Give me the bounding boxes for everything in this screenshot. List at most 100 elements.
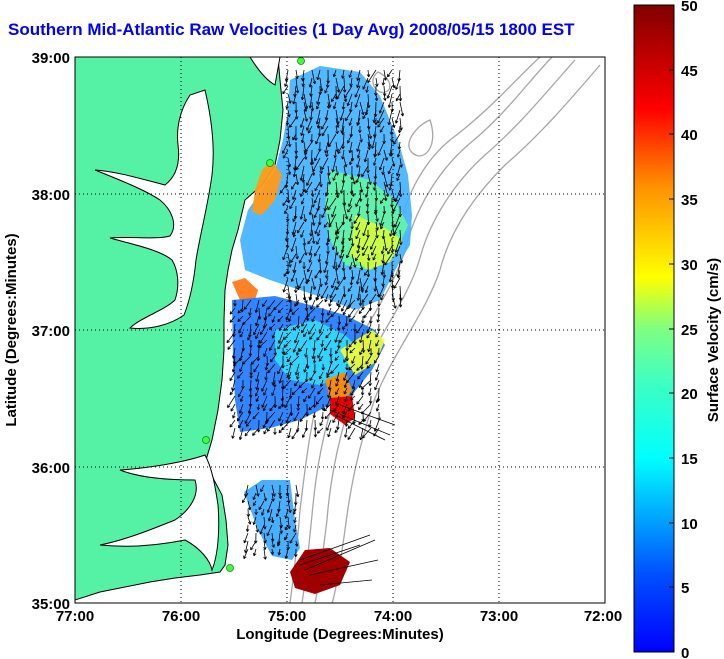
velocity-arrow: [390, 133, 394, 143]
velocity-arrow: [268, 323, 276, 330]
velocity-arrow: [366, 253, 371, 261]
velocity-arrow: [348, 213, 353, 222]
velocity-arrow: [279, 181, 289, 194]
velocity-arrow: [279, 419, 284, 427]
velocity-arrow: [270, 532, 275, 542]
velocity-arrow: [355, 173, 361, 184]
velocity-arrow: [262, 403, 268, 412]
velocity-arrow: [397, 125, 402, 134]
velocity-arrow: [323, 221, 329, 228]
velocity-arrow: [254, 508, 258, 516]
velocity-arrow: [296, 221, 305, 234]
velocity-arrow: [277, 548, 282, 556]
velocity-arrow: [289, 117, 297, 128]
velocity-arrow: [263, 492, 268, 502]
velocity-arrow: [282, 331, 292, 341]
map-area: [74, 56, 606, 604]
velocity-arrow: [244, 411, 252, 424]
colorbar-gradient: [633, 4, 675, 653]
velocity-arrow: [335, 189, 340, 199]
velocity-arrow: [260, 508, 265, 516]
velocity-arrow: [249, 371, 253, 379]
velocity-patch-north-yellow: [350, 215, 402, 270]
velocity-arrow: [320, 307, 325, 317]
velocity-arrow: [349, 277, 354, 286]
velocity-arrow: [295, 77, 300, 94]
velocity-arrow: [343, 371, 348, 381]
y-tick-label: 36:00: [32, 460, 70, 477]
velocity-arrow: [326, 419, 332, 431]
velocity-arrow: [256, 403, 261, 411]
velocity-arrow: [399, 229, 403, 246]
station-marker[interactable]: [226, 564, 234, 572]
velocity-arrow: [321, 157, 329, 170]
station-marker[interactable]: [202, 436, 210, 444]
velocity-arrow: [277, 363, 284, 375]
colorbar-label: Surface Velocity (cm/s): [705, 258, 722, 422]
station-markers: [202, 57, 305, 572]
velocity-arrow: [371, 133, 377, 149]
colorbar-tick-label: 30: [681, 257, 698, 274]
velocity-arrow: [306, 173, 313, 186]
velocity-arrow: [397, 269, 401, 279]
velocity-arrow: [270, 548, 275, 555]
velocity-arrow: [294, 379, 300, 387]
velocity-patch-coast-orange: [252, 160, 282, 215]
velocity-arrow: [238, 323, 244, 334]
velocity-arrow: [355, 221, 361, 231]
velocity-arrow: [255, 331, 260, 340]
velocity-arrow: [253, 323, 260, 336]
velocity-arrow: [347, 205, 353, 213]
velocity-arrow: [332, 173, 337, 181]
velocity-arrow: [379, 125, 385, 133]
velocity-arrow: [343, 387, 348, 395]
velocity-arrow: [384, 253, 393, 266]
velocity-arrow: [294, 363, 300, 376]
station-marker[interactable]: [266, 159, 274, 167]
velocity-arrow: [383, 173, 389, 188]
velocity-arrow: [326, 371, 332, 378]
velocity-arrow: [292, 508, 297, 515]
velocity-arrow: [350, 387, 356, 396]
velocity-arrow: [360, 387, 365, 396]
velocity-arrow: [376, 347, 381, 356]
velocity-arrow: [320, 339, 325, 348]
velocity-arrow: [229, 419, 236, 428]
x-axis-label: Longitude (Degrees:Minutes): [236, 626, 444, 643]
velocity-arrow: [241, 492, 249, 504]
station-marker[interactable]: [297, 57, 305, 65]
velocity-arrow: [321, 125, 329, 137]
velocity-arrow: [299, 534, 371, 561]
velocity-arrow: [378, 101, 385, 114]
velocity-arrow: [294, 548, 298, 558]
velocity-arrow: [330, 363, 340, 374]
velocity-arrow: [316, 69, 321, 81]
velocity-arrow: [379, 213, 385, 227]
velocity-arrow: [243, 548, 249, 559]
x-tick-label: 72:00: [584, 608, 622, 625]
velocity-arrow: [356, 149, 361, 159]
velocity-arrow: [263, 516, 267, 530]
colorbar-tick-label: 10: [681, 516, 698, 533]
velocity-arrow: [354, 253, 361, 262]
velocity-arrow: [348, 363, 356, 371]
velocity-arrow: [324, 293, 329, 303]
velocity-arrow: [243, 299, 252, 310]
velocity-arrow: [287, 293, 292, 303]
velocity-arrow: [293, 516, 297, 524]
velocity-arrow: [328, 299, 332, 307]
velocity-vectors: [226, 69, 405, 586]
pamlico-sound: [99, 454, 220, 572]
velocity-arrow: [391, 293, 397, 309]
velocity-arrow: [342, 403, 348, 415]
velocity-arrow: [248, 347, 253, 357]
velocity-arrow: [311, 379, 316, 389]
velocity-arrow: [295, 69, 299, 79]
velocity-arrow: [271, 484, 276, 497]
velocity-arrow: [309, 331, 316, 340]
velocity-arrow: [394, 189, 401, 203]
velocity-arrow: [366, 323, 372, 334]
velocity-arrow: [308, 77, 313, 88]
velocity-arrow: [263, 427, 268, 435]
velocity-arrow: [261, 395, 268, 408]
